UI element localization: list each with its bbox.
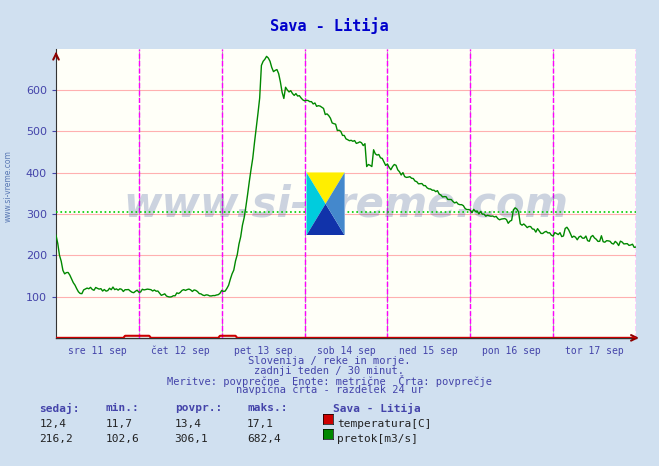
Text: 102,6: 102,6 — [105, 434, 139, 444]
Text: sre 11 sep: sre 11 sep — [68, 346, 127, 356]
Text: www.si-vreme.com: www.si-vreme.com — [123, 184, 569, 226]
Text: 216,2: 216,2 — [40, 434, 73, 444]
Text: sob 14 sep: sob 14 sep — [316, 346, 376, 356]
Text: povpr.:: povpr.: — [175, 403, 222, 413]
Text: pon 16 sep: pon 16 sep — [482, 346, 541, 356]
Text: 12,4: 12,4 — [40, 419, 67, 429]
Text: zadnji teden / 30 minut.: zadnji teden / 30 minut. — [254, 366, 405, 376]
Text: tor 17 sep: tor 17 sep — [565, 346, 624, 356]
Text: temperatura[C]: temperatura[C] — [337, 419, 432, 429]
Text: Sava - Litija: Sava - Litija — [333, 403, 420, 414]
Text: čet 12 sep: čet 12 sep — [151, 346, 210, 356]
Polygon shape — [326, 172, 345, 235]
Polygon shape — [306, 172, 326, 235]
Text: maks.:: maks.: — [247, 403, 287, 413]
Polygon shape — [306, 172, 345, 204]
Text: Meritve: povprečne  Enote: metrične  Črta: povprečje: Meritve: povprečne Enote: metrične Črta:… — [167, 375, 492, 387]
Polygon shape — [306, 204, 345, 235]
Text: pet 13 sep: pet 13 sep — [234, 346, 293, 356]
Text: Slovenija / reke in morje.: Slovenija / reke in morje. — [248, 356, 411, 366]
Text: www.si-vreme.com: www.si-vreme.com — [3, 151, 13, 222]
Text: ned 15 sep: ned 15 sep — [399, 346, 458, 356]
Text: sedaj:: sedaj: — [40, 403, 80, 414]
Text: 13,4: 13,4 — [175, 419, 202, 429]
Text: pretok[m3/s]: pretok[m3/s] — [337, 434, 418, 444]
Text: 682,4: 682,4 — [247, 434, 281, 444]
Text: navpična črta - razdelek 24 ur: navpična črta - razdelek 24 ur — [236, 384, 423, 395]
Text: Sava - Litija: Sava - Litija — [270, 17, 389, 34]
Text: 306,1: 306,1 — [175, 434, 208, 444]
Text: min.:: min.: — [105, 403, 139, 413]
Text: 11,7: 11,7 — [105, 419, 132, 429]
Text: 17,1: 17,1 — [247, 419, 274, 429]
